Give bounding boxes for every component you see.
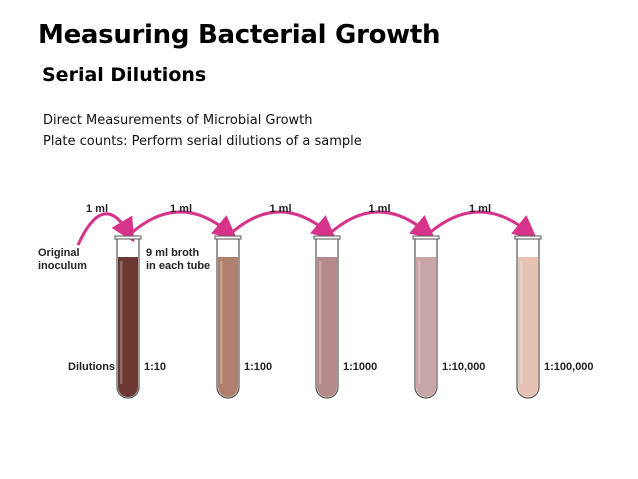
- transfer-arrows: 1 ml 1 ml 1 ml 1 ml 1 ml: [76, 203, 538, 246]
- tube-glass: [116, 239, 140, 399]
- tube-glass: [516, 239, 540, 399]
- test-tube: [114, 235, 142, 399]
- original-inoculum-label: Original inoculum: [38, 247, 87, 272]
- tube-highlight: [220, 261, 223, 384]
- tube-liquid: [416, 257, 436, 397]
- tube-highlight: [520, 261, 523, 384]
- tube-rim: [514, 235, 542, 240]
- body-line-1: Direct Measurements of Microbial Growth: [43, 113, 313, 128]
- tube-highlight: [120, 261, 123, 384]
- broth-label: 9 ml broth in each tube: [146, 247, 210, 272]
- transfer-volume-label: 1 ml: [170, 203, 192, 215]
- tube-liquid: [518, 257, 538, 397]
- transfer-arrow: [126, 210, 238, 240]
- dilution-label: 1:10,000: [442, 361, 485, 373]
- transfer-volume-label: 1 ml: [469, 203, 491, 215]
- tube-rim: [313, 235, 341, 240]
- transfer-volume-label: 1 ml: [86, 203, 108, 215]
- dilution-label: 1:100: [244, 361, 272, 373]
- transfer-arrow: [226, 210, 337, 240]
- slide-subtitle: Serial Dilutions: [42, 64, 207, 86]
- tube-rim: [114, 235, 142, 240]
- transfer-arrow: [424, 210, 538, 240]
- test-tubes: 1:10 1:100 1:1000 1:10,000 1:100,000: [114, 235, 594, 399]
- tube-liquid: [118, 257, 138, 397]
- test-tube: [412, 235, 440, 399]
- test-tube: [514, 235, 542, 399]
- tube-glass: [414, 239, 438, 399]
- transfer-volume-label: 1 ml: [369, 203, 391, 215]
- tube-glass: [216, 239, 240, 399]
- body-line-2: Plate counts: Perform serial dilutions o…: [43, 134, 362, 149]
- tube-highlight: [319, 261, 322, 384]
- tube-glass: [315, 239, 339, 399]
- transfer-volume-label: 1 ml: [270, 203, 292, 215]
- tube-liquid: [317, 257, 337, 397]
- transfer-arrow: [325, 210, 436, 240]
- test-tube: [214, 235, 242, 399]
- tube-rim: [214, 235, 242, 240]
- dilutions-label: Dilutions: [68, 361, 115, 373]
- tube-liquid: [218, 257, 238, 397]
- test-tube: [313, 235, 341, 399]
- transfer-arrow: [76, 212, 135, 246]
- tube-rim: [412, 235, 440, 240]
- dilution-label: 1:10: [144, 361, 166, 373]
- tube-highlight: [418, 261, 421, 384]
- slide-title: Measuring Bacterial Growth: [38, 20, 441, 50]
- dilution-label: 1:100,000: [544, 361, 594, 373]
- dilution-label: 1:1000: [343, 361, 377, 373]
